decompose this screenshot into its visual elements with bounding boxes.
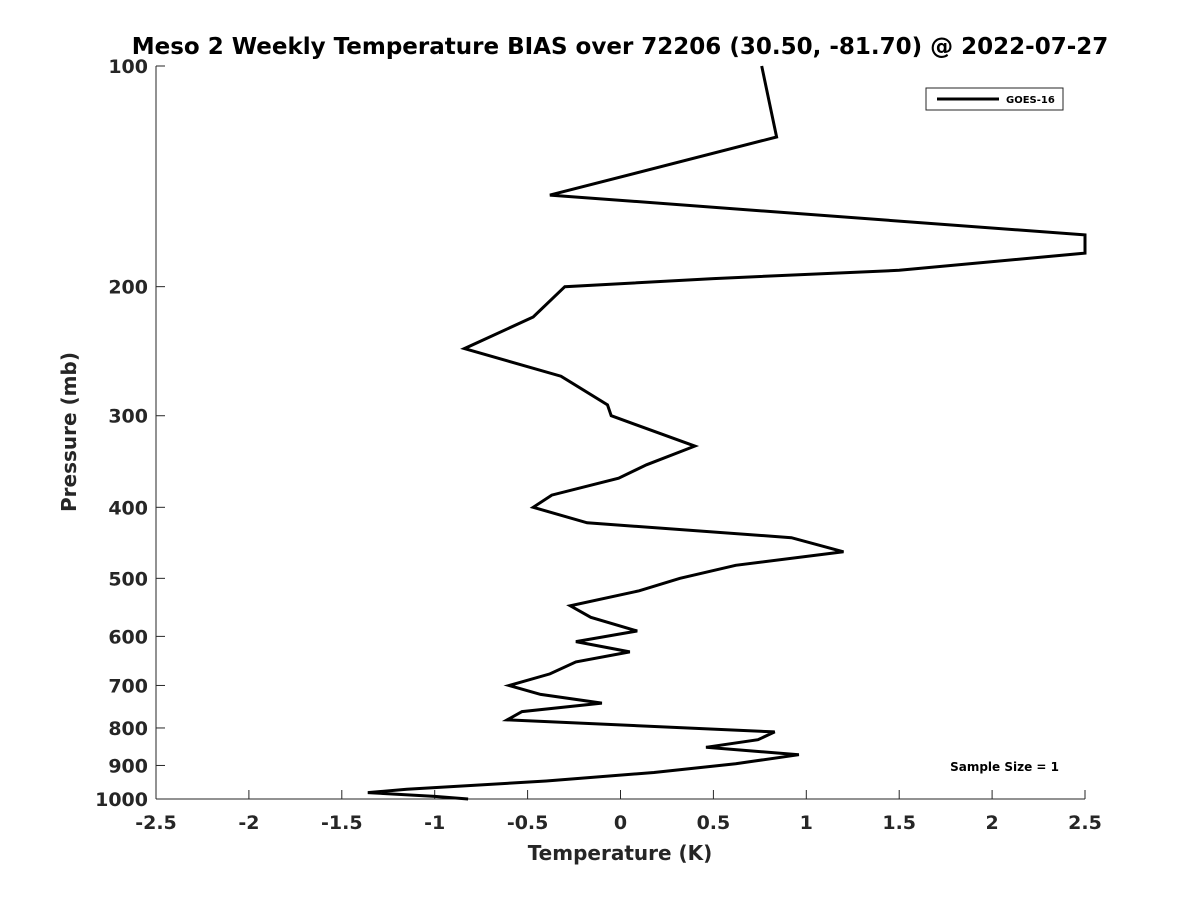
x-tick-label: 2.5 bbox=[1068, 812, 1102, 834]
x-tick-label: 0.5 bbox=[697, 812, 731, 834]
y-tick-label: 400 bbox=[108, 497, 148, 519]
y-tick-label: 200 bbox=[108, 277, 148, 299]
x-tick-label: 2 bbox=[985, 812, 998, 834]
y-tick-label: 600 bbox=[108, 626, 148, 648]
y-tick-label: 500 bbox=[108, 568, 148, 590]
sample-size-note: Sample Size = 1 bbox=[950, 760, 1059, 774]
x-tick-label: 0 bbox=[614, 812, 627, 834]
y-tick-label: 800 bbox=[108, 718, 148, 740]
series-line-goes-16 bbox=[367, 65, 1087, 801]
x-tick-label: -0.5 bbox=[507, 812, 549, 834]
y-axis-label: Pressure (mb) bbox=[57, 352, 81, 512]
legend: GOES-16 bbox=[925, 87, 1064, 111]
y-tick-label: 100 bbox=[108, 56, 148, 78]
y-tick-label: 1000 bbox=[95, 789, 148, 811]
x-tick-label: -1 bbox=[424, 812, 445, 834]
y-tick-label: 900 bbox=[108, 755, 148, 777]
x-tick-label: -2 bbox=[238, 812, 259, 834]
x-tick-label: 1.5 bbox=[882, 812, 916, 834]
x-axis-ticks: -2.5 -2 -1.5 -1 -0.5 0 0.5 1 1.5 2 2.5 bbox=[135, 790, 1102, 834]
y-tick-label: 300 bbox=[108, 406, 148, 428]
y-tick-label: 700 bbox=[108, 675, 148, 697]
legend-entry: GOES-16 bbox=[1006, 95, 1055, 106]
chart-title: Meso 2 Weekly Temperature BIAS over 7220… bbox=[132, 34, 1109, 60]
x-tick-label: -2.5 bbox=[135, 812, 177, 834]
y-axis-ticks: 100 200 300 400 500 600 700 800 900 1000 bbox=[95, 56, 165, 811]
x-tick-label: -1.5 bbox=[321, 812, 363, 834]
x-axis-label: Temperature (K) bbox=[528, 841, 713, 865]
series-layer bbox=[367, 65, 1087, 801]
x-tick-label: 1 bbox=[800, 812, 813, 834]
